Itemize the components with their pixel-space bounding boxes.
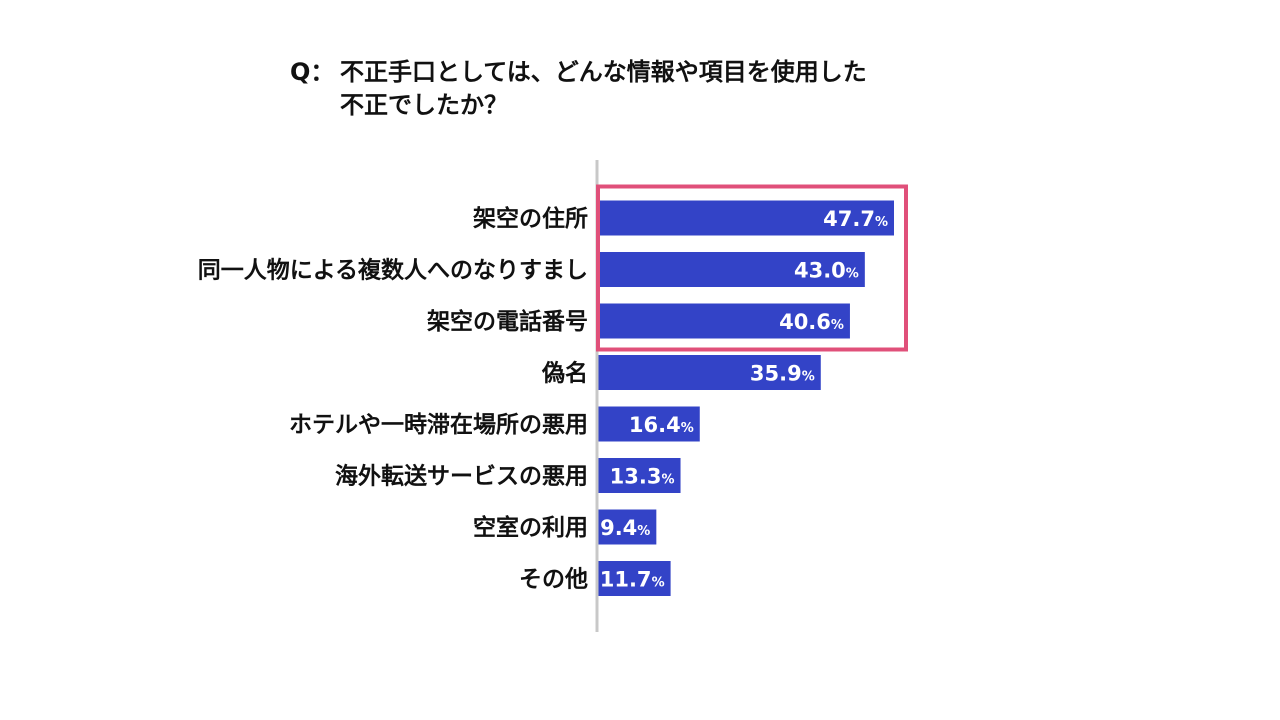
value-label: 35.9% — [750, 362, 815, 386]
value-unit: % — [802, 370, 815, 385]
bar — [598, 200, 894, 236]
question-prefix: Q： — [290, 58, 335, 86]
highlight-box — [596, 184, 908, 352]
value-label: 40.6% — [779, 310, 844, 334]
value-unit: % — [637, 524, 650, 539]
category-label: 同一人物による複数人へのなりすまし — [198, 257, 588, 284]
bar — [598, 303, 850, 339]
bar — [598, 406, 700, 442]
value-label: 11.7% — [600, 568, 665, 592]
value-label: 9.4% — [600, 516, 650, 540]
value-unit: % — [846, 267, 859, 282]
bar — [598, 252, 865, 287]
value-number: 13.3 — [610, 465, 662, 489]
category-label: 偽名 — [541, 360, 588, 387]
value-number: 35.9 — [750, 362, 802, 386]
value-unit: % — [681, 421, 694, 436]
value-unit: % — [831, 318, 844, 333]
category-label: 架空の電話番号 — [427, 308, 588, 335]
value-unit: % — [662, 473, 675, 488]
category-label: ホテルや一時滞在場所の悪用 — [289, 411, 588, 438]
value-unit: % — [875, 215, 888, 230]
value-number: 9.4 — [600, 516, 637, 540]
value-label: 43.0% — [794, 259, 859, 283]
value-unit: % — [652, 576, 665, 591]
value-number: 43.0 — [794, 259, 846, 283]
category-label: 海外転送サービスの悪用 — [335, 463, 588, 490]
value-number: 11.7 — [600, 568, 652, 592]
category-label: 空室の利用 — [473, 514, 588, 541]
bar — [598, 561, 671, 596]
category-label: その他 — [519, 567, 588, 593]
bar — [598, 509, 657, 545]
value-number: 40.6 — [779, 310, 831, 334]
question-line-1: 不正手口としては、どんな情報や項目を使用した — [340, 58, 867, 86]
value-label: 47.7% — [823, 207, 888, 231]
bar — [598, 355, 821, 390]
value-label: 13.3% — [610, 465, 675, 489]
question-line-2: 不正でしたか？ — [340, 91, 508, 119]
bar — [598, 458, 681, 493]
value-number: 16.4 — [629, 413, 681, 437]
category-label: 架空の住所 — [473, 205, 588, 232]
value-label: 16.4% — [629, 413, 694, 437]
value-number: 47.7 — [823, 207, 875, 231]
